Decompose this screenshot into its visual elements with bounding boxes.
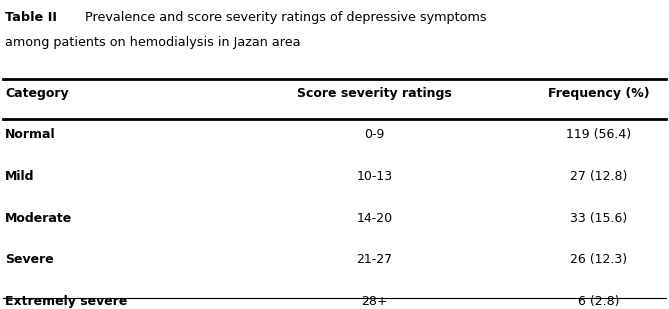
Text: 6 (2.8): 6 (2.8) [578, 295, 619, 308]
Text: Category: Category [5, 87, 69, 99]
Text: 119 (56.4): 119 (56.4) [566, 128, 632, 141]
Text: 26 (12.3): 26 (12.3) [570, 253, 628, 266]
Text: Normal: Normal [5, 128, 56, 141]
Text: 10-13: 10-13 [357, 170, 393, 183]
Text: Prevalence and score severity ratings of depressive symptoms: Prevalence and score severity ratings of… [77, 11, 486, 24]
Text: 27 (12.8): 27 (12.8) [570, 170, 628, 183]
Text: Score severity ratings: Score severity ratings [297, 87, 452, 99]
Text: Mild: Mild [5, 170, 35, 183]
Text: 14-20: 14-20 [357, 212, 393, 225]
Text: 21-27: 21-27 [357, 253, 393, 266]
Text: Extremely severe: Extremely severe [5, 295, 128, 308]
Text: among patients on hemodialysis in Jazan area: among patients on hemodialysis in Jazan … [5, 36, 301, 49]
Text: 33 (15.6): 33 (15.6) [570, 212, 628, 225]
Text: Severe: Severe [5, 253, 54, 266]
Text: 28+: 28+ [361, 295, 388, 308]
Text: 0-9: 0-9 [365, 128, 385, 141]
Text: Frequency (%): Frequency (%) [548, 87, 650, 99]
Text: Table II: Table II [5, 11, 58, 24]
Text: Moderate: Moderate [5, 212, 73, 225]
